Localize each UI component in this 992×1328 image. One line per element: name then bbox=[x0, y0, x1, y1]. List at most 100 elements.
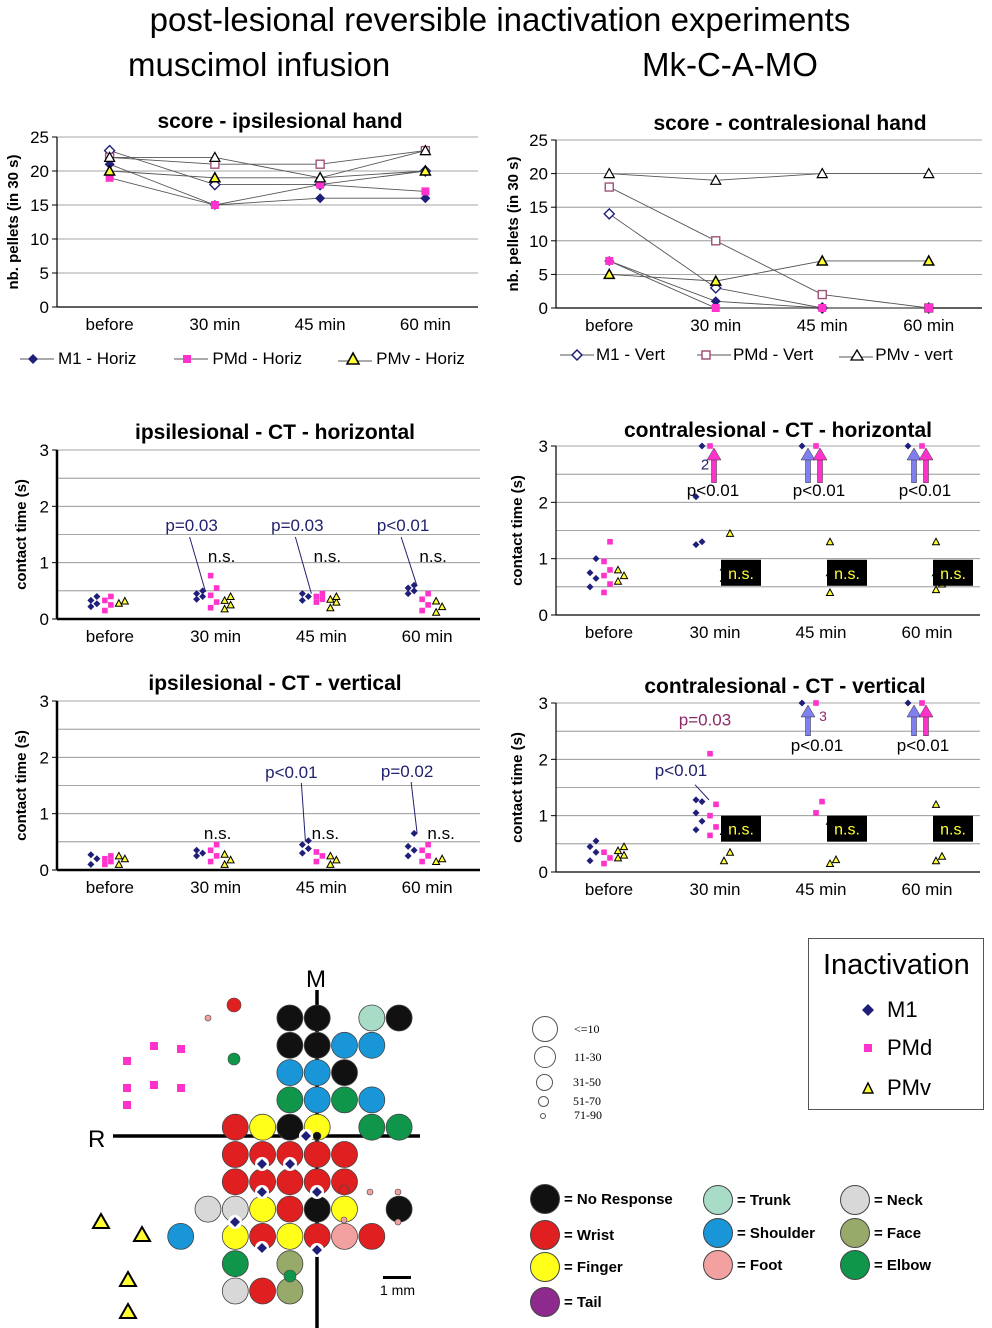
size-legend-2: 11-30 bbox=[534, 1046, 602, 1068]
y-axis-label: contact time (s) bbox=[13, 479, 30, 590]
chart-title-ct-ipsi-vert: ipsilesional - CT - vertical bbox=[148, 672, 402, 695]
face-swatch-icon bbox=[840, 1218, 870, 1248]
chart-ct-ipsilesional-vertical: 0 1 2 3 before 30 min 45 min 60 min contact time… bbox=[13, 692, 480, 897]
data-point bbox=[207, 858, 214, 865]
data-point bbox=[592, 848, 600, 856]
size-legend-4: 51-70 bbox=[538, 1094, 601, 1109]
triangle-marker-icon bbox=[861, 1081, 875, 1094]
data-point bbox=[313, 849, 320, 855]
data-point bbox=[613, 846, 623, 855]
pmd-injection-marker bbox=[177, 1084, 185, 1092]
data-point bbox=[425, 590, 431, 597]
data-point bbox=[922, 254, 936, 266]
x-tick-label: 30 min bbox=[190, 878, 241, 897]
stimulation-site bbox=[331, 1031, 358, 1059]
no-response-swatch-icon bbox=[530, 1184, 560, 1214]
y-tick-label: 2 bbox=[40, 748, 49, 767]
data-point bbox=[601, 572, 607, 579]
arrow-head bbox=[706, 447, 722, 461]
chart-title-score-ipsi: score - ipsilesional hand bbox=[157, 110, 403, 133]
data-point bbox=[410, 846, 418, 854]
data-point bbox=[707, 750, 713, 757]
stimulation-site bbox=[221, 1250, 249, 1278]
y-tick-label: 0 bbox=[539, 863, 548, 882]
data-point bbox=[698, 798, 706, 806]
data-point bbox=[613, 576, 623, 585]
p-value-label: p<0.01 bbox=[899, 481, 951, 500]
data-point bbox=[326, 851, 335, 860]
stimulation-site bbox=[283, 1269, 297, 1283]
legend-shoulder: = Shoulder bbox=[703, 1218, 815, 1248]
p-value-label: p=0.03 bbox=[271, 516, 323, 535]
data-point bbox=[692, 796, 700, 804]
data-point bbox=[603, 167, 616, 179]
ns-box-label: n.s. bbox=[834, 566, 860, 583]
data-point bbox=[813, 700, 819, 706]
stimulation-site bbox=[312, 1131, 322, 1141]
y-tick-label: 5 bbox=[539, 265, 548, 284]
data-point bbox=[410, 587, 418, 595]
stimulation-site bbox=[167, 1222, 195, 1250]
data-point bbox=[220, 604, 229, 613]
x-tick-label: 45 min bbox=[296, 878, 347, 897]
stimulation-site bbox=[221, 1113, 249, 1141]
data-point bbox=[437, 602, 447, 611]
data-point bbox=[313, 858, 320, 865]
cortical-map bbox=[91, 990, 420, 1328]
data-point bbox=[207, 604, 214, 611]
data-point bbox=[431, 596, 441, 605]
data-point bbox=[226, 855, 235, 864]
y-tick-label: 5 bbox=[40, 264, 49, 283]
data-point bbox=[304, 837, 312, 845]
data-point bbox=[108, 858, 114, 865]
arrow-head bbox=[800, 447, 816, 461]
data-point bbox=[93, 600, 101, 608]
data-point bbox=[213, 853, 220, 859]
data-point bbox=[298, 849, 306, 857]
chart-title-ct-contra-horiz: contralesional - CT - horizontal bbox=[623, 419, 933, 442]
p-value-label: p=0.03 bbox=[165, 516, 217, 535]
pmv-injection-marker bbox=[118, 1301, 138, 1319]
legend-trunk: = Trunk bbox=[703, 1185, 791, 1215]
data-point bbox=[419, 607, 425, 614]
arrow-head bbox=[812, 447, 828, 461]
data-point bbox=[298, 596, 306, 604]
p-value-label: p<0.01 bbox=[265, 763, 317, 782]
y-tick-label: 1 bbox=[539, 550, 548, 569]
data-point bbox=[815, 254, 829, 266]
stimulation-site bbox=[385, 1195, 413, 1223]
y-tick-label: 3 bbox=[539, 437, 548, 456]
map-axis-r-label: R bbox=[88, 1126, 106, 1153]
data-point bbox=[937, 851, 947, 860]
size-legend-1: <=10 bbox=[532, 1016, 600, 1042]
data-point bbox=[304, 592, 312, 600]
stimulation-site bbox=[276, 1168, 304, 1196]
data-point bbox=[220, 859, 229, 868]
annotation-leader bbox=[694, 784, 710, 801]
stimulation-site bbox=[249, 1277, 277, 1305]
pmd-injection-marker bbox=[150, 1042, 158, 1050]
data-point bbox=[798, 442, 806, 450]
p-value-label: p<0.01 bbox=[793, 481, 845, 500]
p-value-label: p=0.02 bbox=[381, 762, 433, 781]
triangle-marker-icon bbox=[338, 351, 373, 365]
x-tick-label: 30 min bbox=[190, 627, 241, 646]
series-line bbox=[609, 186, 929, 309]
arrow-shaft bbox=[923, 714, 929, 736]
data-point bbox=[193, 590, 201, 598]
data-point bbox=[798, 699, 806, 707]
legend-no-response: = No Response bbox=[530, 1184, 673, 1214]
data-point bbox=[601, 558, 607, 565]
data-point bbox=[692, 809, 700, 817]
data-point bbox=[819, 798, 825, 805]
data-point bbox=[421, 187, 430, 196]
data-point bbox=[698, 817, 706, 825]
chart-score-contralesional: 0 5 10 15 20 25 before 30 min 45 min 60 min nb. pe… bbox=[505, 131, 982, 335]
data-point bbox=[711, 304, 720, 312]
score-contra-legend: M1 - Vert PMd - Vert PMv - vert bbox=[560, 345, 979, 365]
stimulation-site bbox=[249, 1113, 277, 1141]
data-point bbox=[103, 151, 116, 162]
stimulation-site bbox=[276, 1004, 304, 1032]
data-point bbox=[710, 296, 721, 307]
open-diamond-marker-icon bbox=[560, 348, 594, 362]
